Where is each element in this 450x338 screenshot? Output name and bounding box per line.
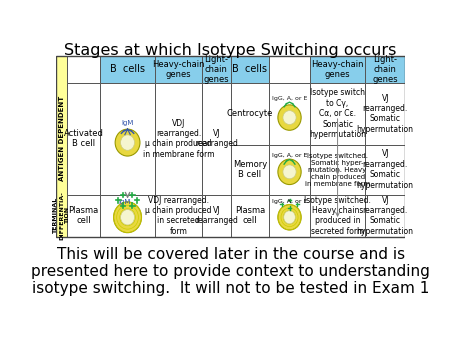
Text: VJ
rearranged.
Somatic
hypermutation: VJ rearranged. Somatic hypermutation bbox=[357, 196, 414, 236]
Text: IgG, A, or E: IgG, A, or E bbox=[272, 153, 307, 158]
Text: TERMINAL
DIFFERENTIA-
TION: TERMINAL DIFFERENTIA- TION bbox=[54, 191, 70, 240]
Ellipse shape bbox=[283, 111, 296, 124]
Bar bbox=[270, 195, 310, 237]
Bar bbox=[155, 195, 202, 237]
Bar bbox=[310, 56, 365, 83]
Ellipse shape bbox=[115, 129, 140, 156]
Text: VDJ rearranged.
μ chain produced
in secreted
form: VDJ rearranged. μ chain produced in secr… bbox=[145, 196, 212, 236]
Bar bbox=[67, 195, 99, 237]
Ellipse shape bbox=[284, 211, 295, 224]
Text: Isotype switched.
Somatic hyper-
mutation. Heavy
chain produced
in membrane form: Isotype switched. Somatic hyper- mutatio… bbox=[305, 152, 370, 187]
Text: Plasma
cell: Plasma cell bbox=[68, 206, 99, 225]
Text: VJ
rearranged: VJ rearranged bbox=[195, 129, 238, 148]
Bar bbox=[365, 56, 405, 83]
Ellipse shape bbox=[113, 202, 141, 233]
Bar bbox=[202, 83, 231, 195]
Text: This will be covered later in the course and is
presented here to provide contex: This will be covered later in the course… bbox=[31, 247, 430, 296]
Bar bbox=[310, 145, 365, 195]
Bar bbox=[202, 56, 231, 83]
Text: VDJ
rearranged.
μ chain produced
in membrane form: VDJ rearranged. μ chain produced in memb… bbox=[143, 119, 215, 159]
Bar bbox=[365, 83, 405, 145]
Bar bbox=[155, 56, 202, 83]
Text: B  cells: B cells bbox=[233, 65, 267, 74]
Ellipse shape bbox=[278, 159, 301, 185]
Text: Memory
B cell: Memory B cell bbox=[233, 160, 267, 179]
Bar bbox=[230, 56, 270, 83]
Text: B  cells: B cells bbox=[110, 65, 145, 74]
Text: Light-
chain
genes: Light- chain genes bbox=[203, 54, 229, 84]
Bar bbox=[99, 195, 155, 237]
Ellipse shape bbox=[283, 165, 296, 179]
Text: Heavy-chain
genes: Heavy-chain genes bbox=[153, 60, 205, 79]
Text: Activated
B cell: Activated B cell bbox=[63, 129, 104, 148]
Bar bbox=[365, 145, 405, 195]
Bar bbox=[99, 56, 155, 83]
Bar bbox=[230, 83, 270, 145]
Bar bbox=[270, 83, 310, 145]
Bar bbox=[230, 195, 270, 237]
Text: IgM: IgM bbox=[122, 120, 134, 126]
Text: VJ
rearranged: VJ rearranged bbox=[195, 206, 238, 225]
Text: Isotype switched.
Heavy chains
produced in
secreted form: Isotype switched. Heavy chains produced … bbox=[304, 196, 371, 236]
Text: ANTIGEN DEPENDENT: ANTIGEN DEPENDENT bbox=[58, 96, 65, 182]
Text: VJ
rearranged.
Somatic
hypermutation: VJ rearranged. Somatic hypermutation bbox=[357, 149, 414, 190]
Text: VJ
rearranged.
Somatic
hypermutation: VJ rearranged. Somatic hypermutation bbox=[357, 94, 414, 134]
Bar bbox=[310, 195, 365, 237]
Bar bbox=[202, 195, 231, 237]
Ellipse shape bbox=[278, 105, 301, 130]
Text: IgM: IgM bbox=[118, 199, 130, 205]
Ellipse shape bbox=[278, 204, 301, 230]
Bar bbox=[310, 83, 365, 145]
Text: Stages at which Isotype Switching occurs: Stages at which Isotype Switching occurs bbox=[64, 43, 397, 58]
Bar bbox=[56, 56, 67, 237]
Bar bbox=[67, 83, 99, 195]
Text: Centrocyte: Centrocyte bbox=[227, 109, 273, 118]
Bar bbox=[270, 56, 310, 83]
Text: Light-
chain
genes: Light- chain genes bbox=[373, 54, 398, 84]
Bar bbox=[230, 145, 270, 195]
Ellipse shape bbox=[121, 210, 135, 225]
Text: Plasma
cell: Plasma cell bbox=[235, 206, 265, 225]
Text: IgG, A, or E: IgG, A, or E bbox=[272, 96, 307, 101]
Text: IgG, A, or E: IgG, A, or E bbox=[272, 199, 307, 203]
Bar bbox=[270, 145, 310, 195]
Text: Heavy-chain
genes: Heavy-chain genes bbox=[311, 60, 364, 79]
Bar bbox=[99, 83, 155, 195]
Ellipse shape bbox=[121, 135, 135, 150]
Bar bbox=[56, 56, 405, 237]
Bar bbox=[155, 83, 202, 195]
Bar bbox=[365, 195, 405, 237]
Bar bbox=[67, 56, 99, 83]
Text: Isotype switch
to Cγ,
Cα, or Cε.
Somatic
hypermutation: Isotype switch to Cγ, Cα, or Cε. Somatic… bbox=[309, 89, 366, 139]
